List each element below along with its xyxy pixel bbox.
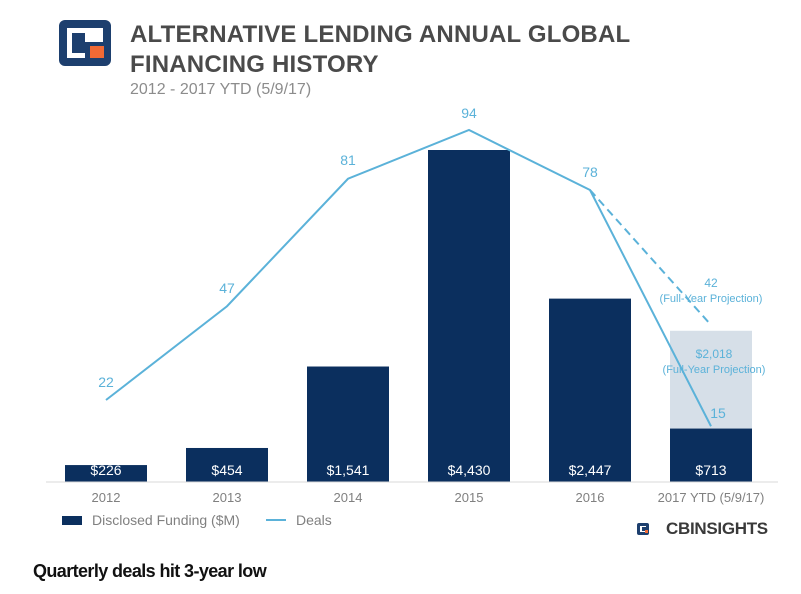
chart-title: ALTERNATIVE LENDING ANNUAL GLOBAL FINANC…	[130, 21, 630, 78]
legend-funding-label: Disclosed Funding ($M)	[92, 512, 240, 528]
legend-line-swatch	[266, 519, 286, 521]
legend-bar-swatch	[62, 515, 82, 525]
bar-value-label: $2,447	[569, 462, 612, 478]
deal-value-label: 22	[98, 374, 114, 390]
brand: CBINSIGHTS	[637, 519, 768, 539]
brand-name: CBINSIGHTS	[666, 519, 768, 538]
deal-value-label: 94	[461, 105, 477, 121]
cb-logo-icon	[59, 20, 111, 66]
bar-value-label: $713	[695, 462, 726, 478]
bar-value-label: $226	[90, 462, 121, 478]
x-tick-label: 2013	[213, 490, 242, 505]
bar-2012	[65, 465, 147, 482]
legend-deals-label: Deals	[296, 512, 332, 528]
bar-2014	[307, 366, 389, 482]
legend-funding: Disclosed Funding ($M)	[62, 512, 240, 528]
funding-projection-note: (Full-Year Projection)	[663, 364, 766, 376]
bar-value-label: $454	[211, 462, 242, 478]
deal-value-label: 78	[582, 164, 598, 180]
deals-projection-line	[589, 189, 712, 326]
bar-2015	[428, 150, 510, 482]
bar-2016	[549, 298, 631, 482]
footer-caption: Quarterly deals hit 3-year low	[33, 561, 267, 581]
bar-value-label: $1,541	[327, 462, 370, 478]
x-tick-label: 2015	[455, 490, 484, 505]
chart-subtitle: 2012 - 2017 YTD (5/9/17)	[130, 81, 312, 98]
deal-value-label: 15	[710, 405, 726, 421]
x-tick-label: 2014	[334, 490, 363, 505]
deal-value-label: 81	[340, 152, 356, 168]
funding-projection-value: $2,018	[696, 347, 733, 361]
cb-brand-icon	[637, 523, 649, 535]
deals-projection-note: (Full-Year Projection)	[660, 293, 763, 305]
deals-line	[105, 128, 712, 427]
deals-projection-value: 42	[704, 276, 718, 290]
bar-2013	[186, 447, 268, 482]
bar-value-label: $4,430	[448, 462, 491, 478]
legend-deals: Deals	[266, 512, 332, 528]
x-tick-label: 2012	[92, 490, 121, 505]
x-tick-label: 2017 YTD (5/9/17)	[658, 490, 765, 505]
x-tick-label: 2016	[576, 490, 605, 505]
bar-2017	[670, 428, 752, 482]
deal-value-label: 47	[219, 280, 235, 296]
